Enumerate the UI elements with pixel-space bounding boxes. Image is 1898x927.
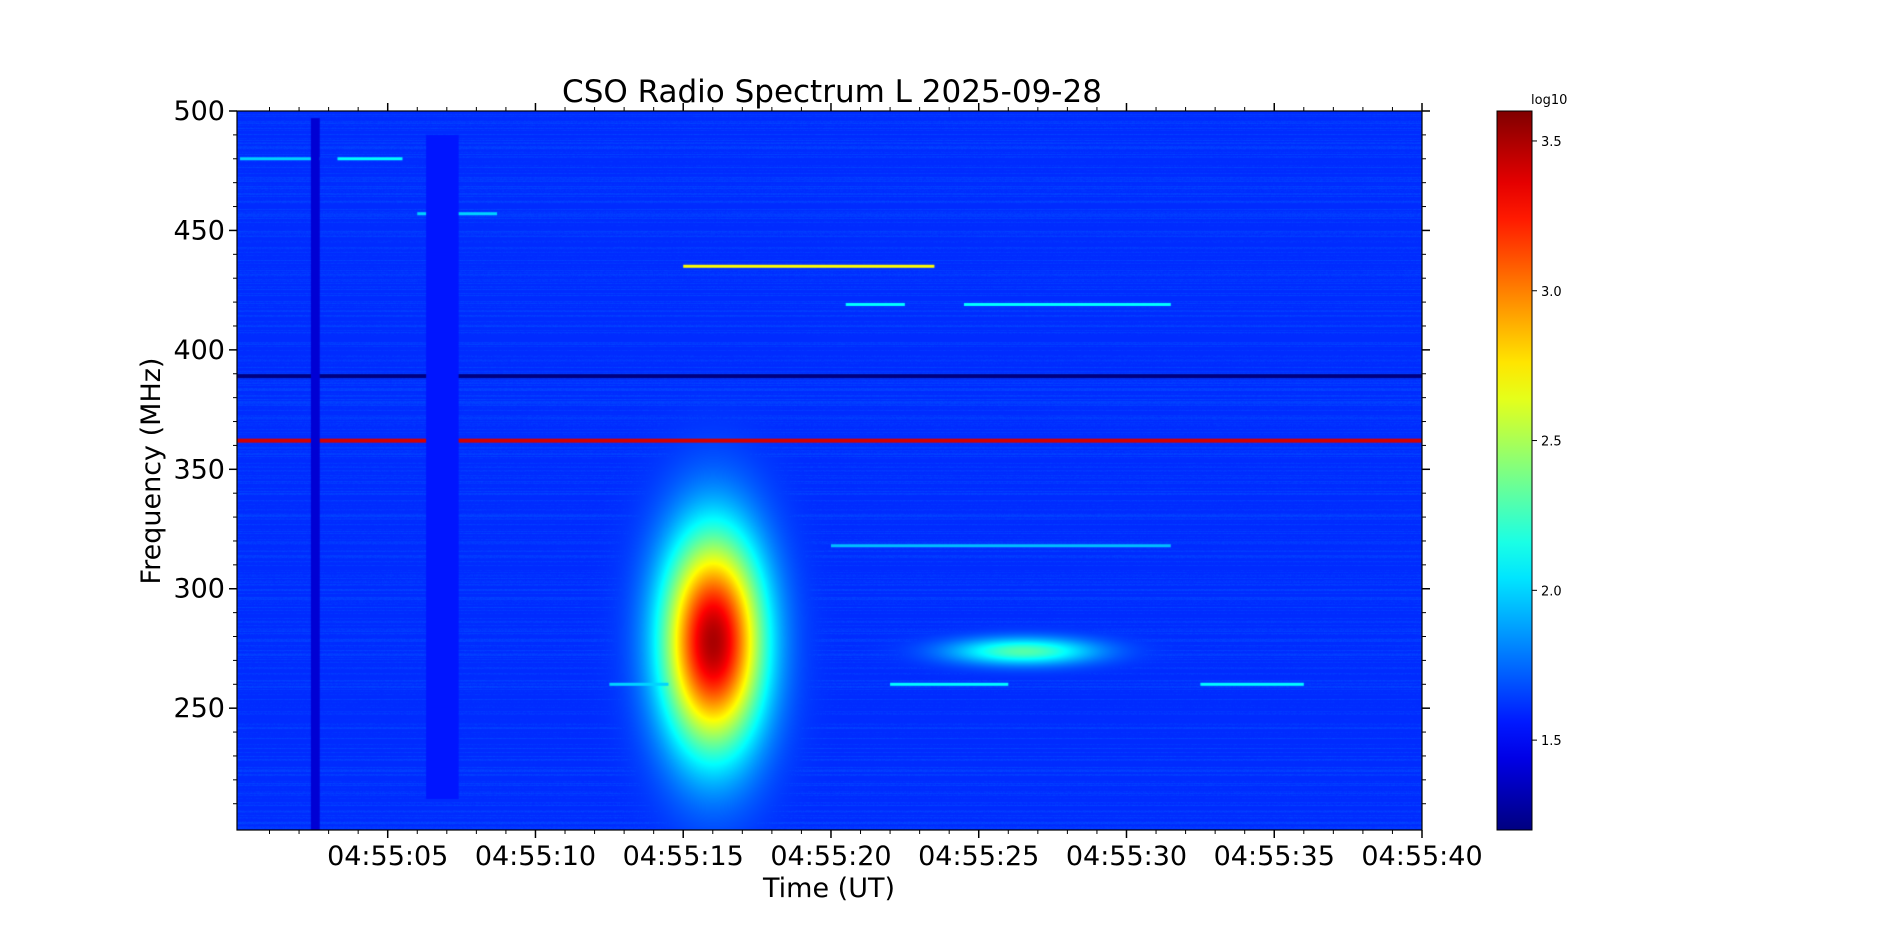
spectrogram-plot-area [237,111,1422,830]
x-tick-label: 04:55:15 [623,841,744,872]
x-tick-label: 04:55:05 [327,841,448,872]
colorbar [1496,110,1533,831]
y-tick-label: 300 [173,574,225,605]
colorbar-tick-label: 2.5 [1541,435,1562,450]
y-tick-label: 450 [173,215,225,246]
x-tick-label: 04:55:30 [1066,841,1187,872]
x-tick-label: 04:55:10 [475,841,596,872]
colorbar-tick-label: 3.5 [1541,135,1562,150]
x-tick-label: 04:55:25 [918,841,1039,872]
colorbar-tick-label: 3.0 [1541,285,1562,300]
plot-frame [236,110,1423,831]
spectrogram-image [237,111,1422,830]
x-axis-label: Time (UT) [762,873,895,904]
y-tick-label: 500 [173,96,225,127]
colorbar-ticks: 1.5 2.0 2.5 3.0 3.5 [1532,135,1562,749]
y-tick-label: 250 [173,693,225,724]
y-axis-label: Frequency (MHz) [136,358,167,585]
y-tick-label: 350 [173,454,225,485]
colorbar-tick-label: 2.0 [1541,584,1562,599]
colorbar-tick-label: 1.5 [1541,734,1562,749]
x-tick-label: 04:55:20 [770,841,891,872]
chart-title: CSO Radio Spectrum L 2025-09-28 [562,74,1102,110]
x-tick-label: 04:55:35 [1214,841,1335,872]
colorbar-unit-label: log10 [1531,93,1567,108]
x-tick-label: 04:55:40 [1361,841,1482,872]
axis-ticks: 04:55:05 04:55:10 04:55:15 04:55:20 04:55:25… [173,96,1482,872]
y-tick-label: 400 [173,335,225,366]
